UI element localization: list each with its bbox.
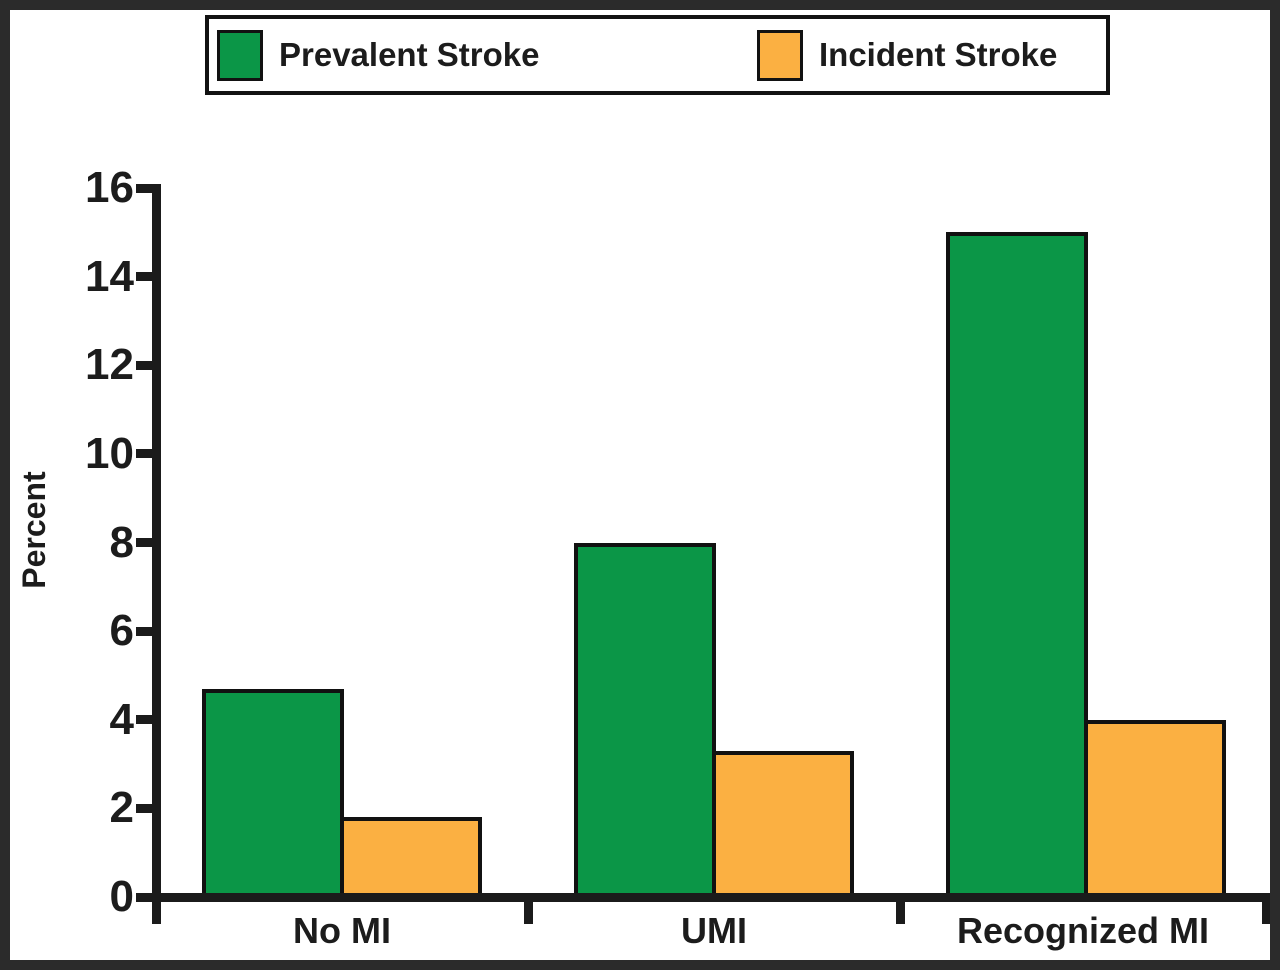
bar-incident-stroke-umi bbox=[712, 750, 854, 897]
y-tick-label: 12 bbox=[85, 340, 134, 390]
x-axis-line bbox=[145, 893, 1271, 902]
y-axis-tick bbox=[136, 715, 161, 725]
legend-item-prevalent-stroke: Prevalent Stroke bbox=[217, 19, 539, 91]
y-tick-label: 2 bbox=[109, 783, 134, 833]
bar-prevalent-stroke-no-mi bbox=[202, 688, 344, 897]
legend-swatch-incident-stroke bbox=[757, 29, 803, 81]
x-category-label-recognized-mi: Recognized MI bbox=[956, 910, 1210, 951]
x-category-label-no-mi: No MI bbox=[293, 910, 391, 951]
y-tick-label: 0 bbox=[109, 872, 134, 921]
y-axis-tick bbox=[136, 538, 161, 547]
y-axis-line bbox=[152, 184, 161, 920]
y-tick-label: 14 bbox=[85, 251, 134, 301]
y-axis-tick bbox=[136, 803, 161, 813]
y-tick-label: 16 bbox=[85, 163, 134, 212]
bar-incident-stroke-recognized-mi bbox=[1084, 719, 1226, 897]
legend: Prevalent Stroke Incident Stroke bbox=[205, 15, 1110, 95]
x-axis-tick bbox=[895, 893, 905, 924]
y-axis-tick bbox=[136, 183, 161, 193]
x-axis-tick bbox=[523, 893, 533, 924]
x-category-label-umi: UMI bbox=[681, 910, 747, 951]
y-axis-tick bbox=[136, 272, 161, 282]
bar-prevalent-stroke-umi bbox=[574, 542, 716, 897]
y-tick-label: 8 bbox=[109, 517, 134, 567]
y-tick-label: 10 bbox=[85, 428, 134, 478]
y-axis-tick bbox=[136, 360, 161, 370]
legend-label-incident-stroke: Incident Stroke bbox=[819, 36, 1058, 73]
bar-incident-stroke-no-mi bbox=[340, 817, 482, 897]
y-tick-label: 4 bbox=[109, 694, 134, 744]
legend-item-incident-stroke: Incident Stroke bbox=[757, 19, 1057, 91]
x-axis-tick bbox=[1261, 893, 1271, 924]
x-axis-tick bbox=[151, 893, 161, 924]
legend-label-prevalent-stroke: Prevalent Stroke bbox=[279, 36, 540, 73]
bar-prevalent-stroke-recognized-mi bbox=[946, 232, 1088, 897]
legend-swatch-prevalent-stroke bbox=[217, 29, 263, 81]
y-tick-label: 6 bbox=[109, 606, 134, 656]
y-axis-tick bbox=[136, 626, 161, 636]
y-axis-tick bbox=[136, 449, 161, 459]
